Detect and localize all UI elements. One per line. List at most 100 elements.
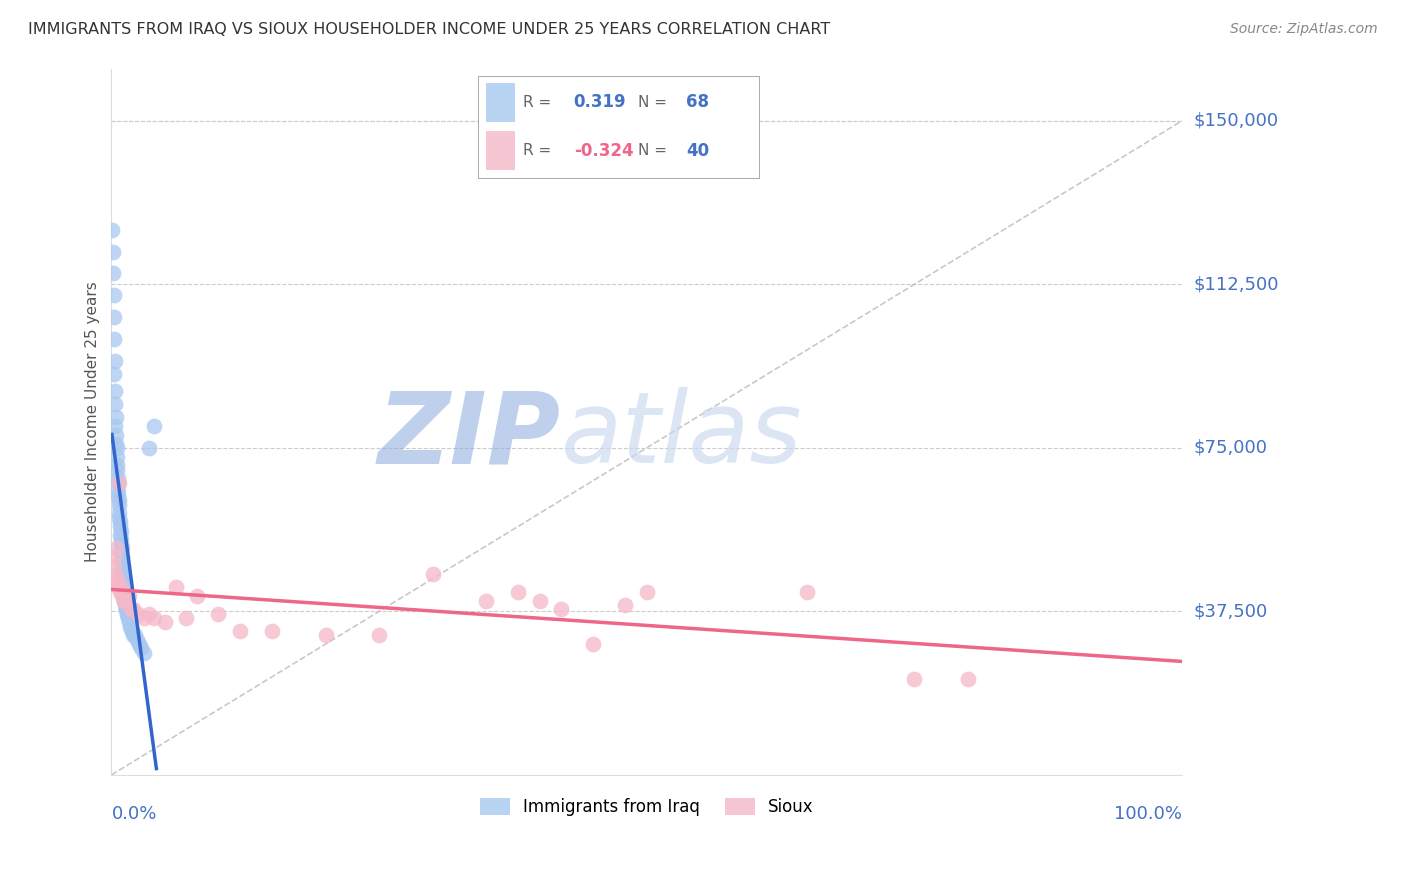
Point bbox=[108, 584, 131, 599]
Point bbox=[111, 563, 134, 577]
Point bbox=[108, 519, 131, 533]
Point bbox=[114, 593, 136, 607]
Point bbox=[108, 528, 131, 542]
Point bbox=[127, 607, 149, 621]
Text: -0.324: -0.324 bbox=[574, 142, 633, 160]
Text: 0.0%: 0.0% bbox=[111, 805, 157, 823]
Legend: Immigrants from Iraq, Sioux: Immigrants from Iraq, Sioux bbox=[472, 791, 821, 823]
Text: R =: R = bbox=[523, 95, 551, 110]
Text: 40: 40 bbox=[686, 142, 709, 160]
Point bbox=[110, 541, 132, 556]
Point bbox=[107, 498, 129, 512]
Point bbox=[107, 581, 129, 595]
Point bbox=[153, 615, 176, 630]
Point bbox=[117, 607, 139, 621]
Text: $150,000: $150,000 bbox=[1194, 112, 1278, 130]
Point bbox=[108, 515, 131, 529]
Point bbox=[956, 672, 979, 686]
Point bbox=[104, 567, 127, 582]
Point bbox=[229, 624, 252, 638]
Point bbox=[108, 475, 131, 490]
Point bbox=[120, 602, 142, 616]
Point bbox=[103, 288, 125, 302]
Point bbox=[118, 615, 141, 630]
Point bbox=[104, 353, 127, 368]
Point bbox=[124, 628, 146, 642]
Text: $75,000: $75,000 bbox=[1194, 439, 1267, 457]
Point bbox=[118, 615, 141, 630]
Y-axis label: Householder Income Under 25 years: Householder Income Under 25 years bbox=[86, 281, 100, 562]
Point bbox=[105, 463, 128, 477]
Text: 68: 68 bbox=[686, 94, 709, 112]
Point bbox=[120, 620, 142, 634]
Point bbox=[138, 441, 160, 455]
Text: N =: N = bbox=[638, 144, 668, 158]
Point bbox=[111, 558, 134, 573]
Point bbox=[143, 611, 166, 625]
Point bbox=[103, 549, 125, 564]
Point bbox=[104, 541, 127, 556]
Point bbox=[207, 607, 229, 621]
Point bbox=[143, 419, 166, 434]
Point bbox=[120, 620, 142, 634]
Point bbox=[112, 589, 135, 603]
Point bbox=[111, 549, 134, 564]
Point bbox=[107, 489, 129, 503]
Text: N =: N = bbox=[638, 95, 668, 110]
Point bbox=[582, 637, 605, 651]
Point bbox=[132, 611, 155, 625]
Point bbox=[475, 593, 498, 607]
Point bbox=[105, 427, 128, 442]
Point bbox=[105, 450, 128, 464]
Point bbox=[104, 576, 127, 591]
Point bbox=[903, 672, 925, 686]
Point bbox=[117, 611, 139, 625]
Text: atlas: atlas bbox=[561, 387, 803, 484]
Point bbox=[101, 244, 124, 259]
Point bbox=[112, 593, 135, 607]
Point bbox=[508, 584, 530, 599]
Bar bbox=[486, 83, 515, 122]
Point bbox=[368, 628, 391, 642]
Point bbox=[115, 602, 138, 616]
Point bbox=[550, 602, 572, 616]
Point bbox=[105, 441, 128, 455]
Point bbox=[103, 332, 125, 346]
Point bbox=[101, 223, 124, 237]
Point bbox=[108, 506, 131, 520]
Point bbox=[114, 589, 136, 603]
Point bbox=[114, 593, 136, 607]
Point bbox=[104, 384, 127, 399]
Point bbox=[186, 589, 208, 603]
Point bbox=[111, 554, 134, 568]
Point bbox=[121, 624, 143, 638]
Point bbox=[112, 576, 135, 591]
Point bbox=[104, 419, 127, 434]
Text: R =: R = bbox=[523, 144, 551, 158]
Point bbox=[121, 624, 143, 638]
Point bbox=[103, 267, 125, 281]
Point bbox=[128, 637, 150, 651]
Point bbox=[110, 533, 132, 547]
Point bbox=[614, 598, 637, 612]
Point bbox=[105, 572, 128, 586]
Text: $37,500: $37,500 bbox=[1194, 602, 1267, 621]
Point bbox=[107, 475, 129, 490]
Point bbox=[110, 581, 132, 595]
Text: 100.0%: 100.0% bbox=[1114, 805, 1182, 823]
Point bbox=[104, 436, 127, 450]
Point bbox=[422, 567, 444, 582]
Point bbox=[105, 458, 128, 473]
Point bbox=[110, 537, 132, 551]
Point bbox=[115, 593, 138, 607]
Point bbox=[165, 581, 187, 595]
Point bbox=[117, 589, 139, 603]
Text: ZIP: ZIP bbox=[378, 387, 561, 484]
Point bbox=[132, 646, 155, 660]
Point bbox=[103, 310, 125, 324]
Point bbox=[138, 607, 160, 621]
Bar bbox=[486, 131, 515, 170]
Point bbox=[260, 624, 283, 638]
Point bbox=[112, 567, 135, 582]
Point bbox=[110, 524, 132, 538]
